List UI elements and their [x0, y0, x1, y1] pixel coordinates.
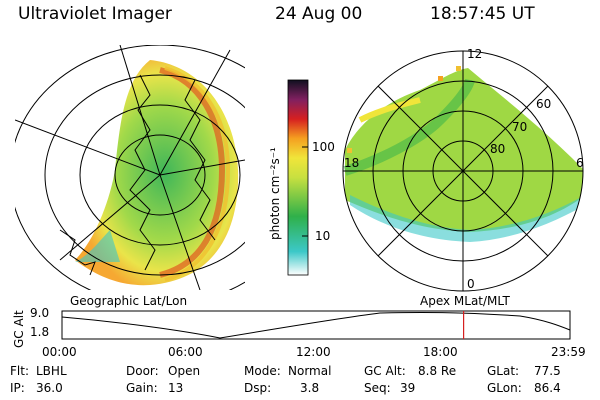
- glat-value: 77.5: [534, 364, 561, 378]
- gain-label: Gain:: [126, 381, 158, 395]
- seq-value: 39: [400, 381, 416, 395]
- gcalt-value: 8.8 Re: [418, 364, 457, 378]
- flt-value: LBHL: [36, 364, 67, 378]
- lat-label-80: 80: [490, 142, 506, 156]
- colorbar-tick-10: 10: [315, 229, 331, 243]
- mlt-label-12: 12: [467, 47, 483, 61]
- ip-value: 36.0: [36, 381, 63, 395]
- gain-value: 13: [168, 381, 184, 395]
- seq-label: Seq:: [364, 381, 391, 395]
- altitude-xtick-2: 12:00: [296, 345, 331, 359]
- lat-label-60: 60: [536, 97, 552, 111]
- altitude-xtick-1: 06:00: [168, 345, 203, 359]
- mode-label: Mode:: [244, 364, 281, 378]
- time-label: 18:57:45 UT: [430, 4, 535, 24]
- mlt-label-18: 18: [344, 156, 360, 170]
- mlt-label-6: 6: [576, 156, 584, 170]
- date-label: 24 Aug 00: [275, 4, 363, 24]
- door-label: Door:: [126, 364, 159, 378]
- altitude-xtick-4: 23:59: [551, 345, 586, 359]
- apex-title: Apex MLat/MLT: [420, 294, 510, 308]
- dsp-value: 3.8: [300, 381, 320, 395]
- colorbar-unit-label: photon cm⁻²s⁻¹: [268, 147, 282, 240]
- gcalt-label: GC Alt:: [364, 364, 406, 378]
- mlt-label-0: 0: [467, 277, 475, 291]
- dsp-label: Dsp:: [244, 381, 272, 395]
- colorbar-tick-100: 100: [312, 140, 335, 154]
- altitude-xtick-0: 00:00: [42, 345, 77, 359]
- altitude-ylabel: GC Alt: [12, 310, 26, 348]
- altitude-ytick-high: 9.0: [30, 306, 50, 320]
- ip-label: IP:: [10, 381, 25, 395]
- glon-value: 86.4: [534, 381, 561, 395]
- door-value: Open: [168, 364, 201, 378]
- mode-value: Normal: [288, 364, 332, 378]
- flt-label: Flt:: [10, 364, 29, 378]
- glon-label: GLon:: [487, 381, 522, 395]
- altitude-xtick-3: 18:00: [423, 345, 458, 359]
- lat-label-70: 70: [512, 120, 528, 134]
- instrument-title: Ultraviolet Imager: [18, 4, 172, 24]
- altitude-ytick-low: 1.8: [30, 325, 50, 339]
- glat-label: GLat:: [487, 364, 520, 378]
- geographic-title: Geographic Lat/Lon: [70, 294, 188, 308]
